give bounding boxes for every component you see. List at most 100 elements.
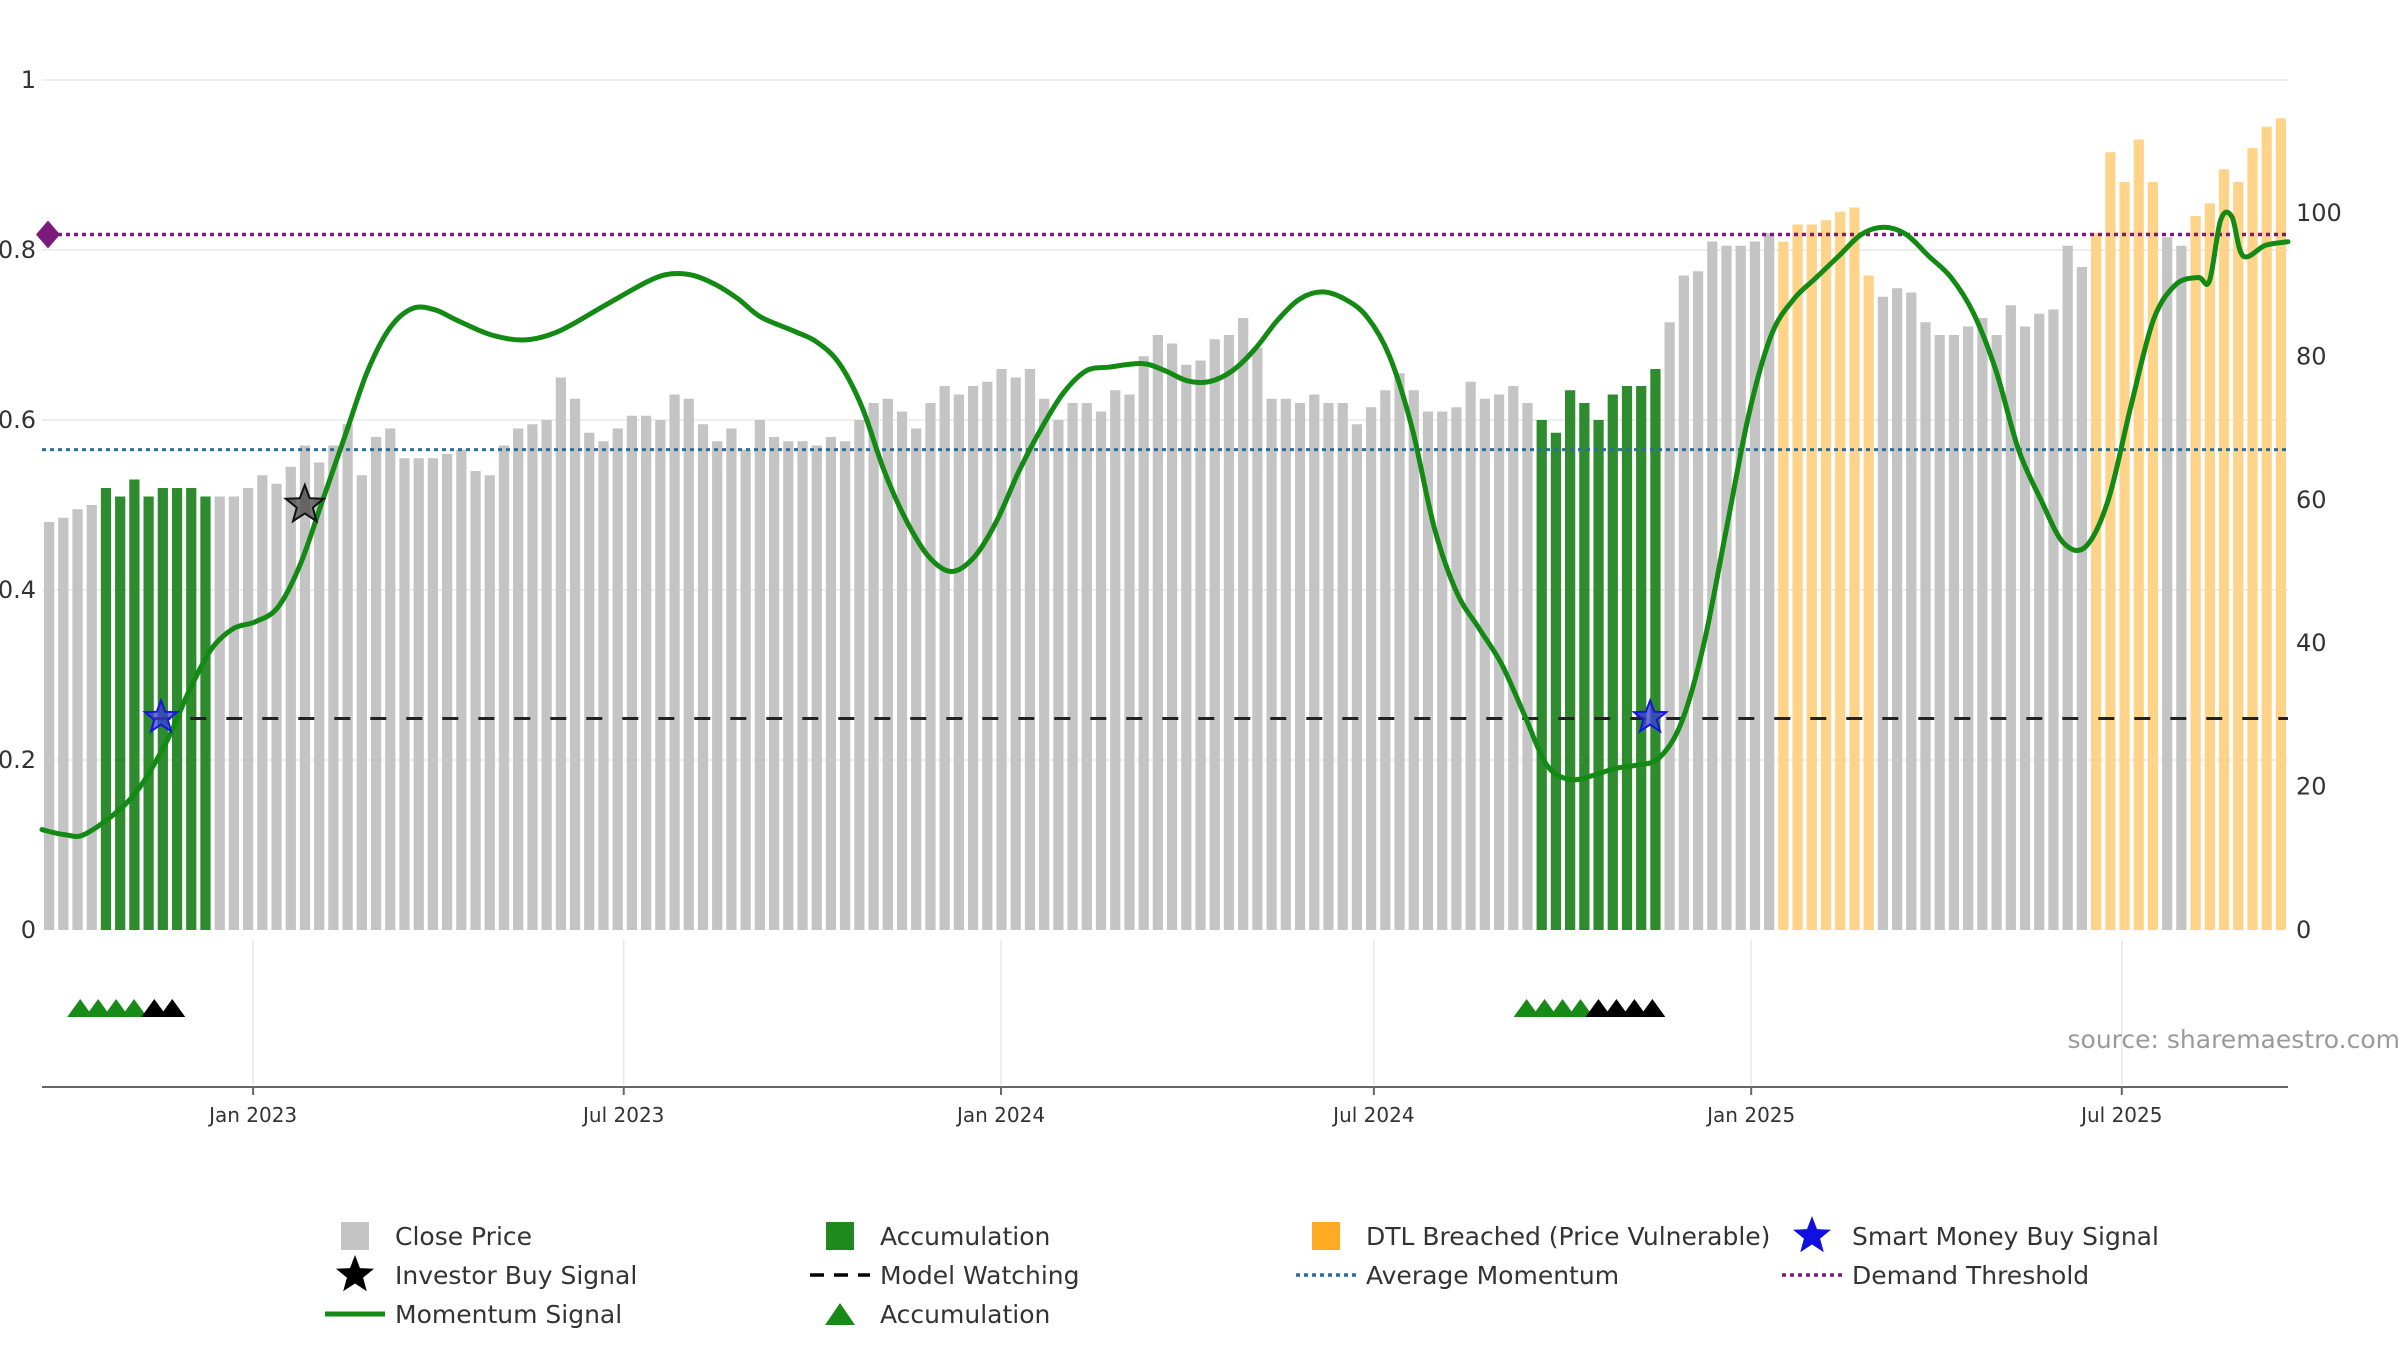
bar bbox=[1849, 207, 1860, 930]
bar bbox=[754, 420, 765, 930]
bar bbox=[2218, 169, 2230, 930]
right-tick-label: 40 bbox=[2296, 629, 2327, 657]
axes: Jan 2023 Jul 2023 Jan 2024 Jul 2024 Jan 2025… bbox=[0, 66, 2342, 1127]
bar bbox=[953, 394, 964, 930]
legend-label: Demand Threshold bbox=[1852, 1261, 2089, 1290]
legend: Close Price Accumulation DTL Breached (Pri… bbox=[325, 1216, 2159, 1329]
bar bbox=[1664, 322, 1675, 930]
accumulation-marker-dark bbox=[1621, 999, 1648, 1017]
bar bbox=[86, 505, 97, 930]
bar bbox=[1067, 403, 1078, 930]
bar bbox=[1252, 347, 1263, 930]
bar bbox=[314, 462, 325, 930]
bar bbox=[100, 488, 112, 930]
accumulation-marker bbox=[1549, 999, 1576, 1017]
bar bbox=[555, 377, 566, 930]
bar bbox=[996, 369, 1007, 930]
close-price-bars bbox=[43, 118, 2287, 930]
right-tick-label: 80 bbox=[2296, 342, 2327, 370]
bar bbox=[1081, 403, 1092, 930]
bar bbox=[1095, 411, 1107, 930]
bar bbox=[1593, 420, 1604, 930]
bar bbox=[2147, 182, 2159, 930]
bar bbox=[2247, 148, 2258, 930]
bar bbox=[1863, 275, 1874, 930]
bar bbox=[598, 441, 609, 930]
bar bbox=[228, 496, 240, 930]
bar bbox=[498, 445, 510, 930]
bar bbox=[2162, 237, 2173, 930]
bar bbox=[484, 475, 495, 930]
investor-buy-signal bbox=[283, 482, 327, 524]
accumulation-marker-dark bbox=[1639, 999, 1666, 1017]
bar bbox=[1764, 233, 1775, 930]
bar bbox=[171, 488, 183, 930]
bar bbox=[1692, 271, 1704, 930]
bar bbox=[1223, 335, 1235, 930]
x-tick-label: Jul 2023 bbox=[581, 1103, 664, 1127]
bar bbox=[1820, 220, 1832, 930]
bar bbox=[1479, 398, 1490, 930]
bar bbox=[1152, 335, 1164, 930]
bar bbox=[186, 488, 197, 930]
bar bbox=[1465, 381, 1476, 930]
legend-star-icon bbox=[1793, 1216, 1831, 1253]
legend-swatch bbox=[341, 1222, 369, 1250]
bar bbox=[271, 483, 282, 930]
left-tick-label: 1 bbox=[21, 66, 36, 94]
right-tick-label: 20 bbox=[2296, 773, 2327, 801]
bar bbox=[1621, 386, 1633, 930]
bar bbox=[1181, 364, 1192, 930]
bar bbox=[1309, 394, 1320, 930]
demand-threshold-marker bbox=[36, 220, 60, 249]
momentum-signal bbox=[39, 209, 2291, 840]
bar bbox=[1351, 424, 1363, 930]
bar bbox=[513, 428, 524, 930]
signal-markers bbox=[67, 482, 1670, 1017]
x-tick-label: Jul 2025 bbox=[2079, 1103, 2162, 1127]
bar bbox=[726, 428, 737, 930]
legend-label: Average Momentum bbox=[1366, 1261, 1619, 1290]
bar bbox=[1366, 407, 1377, 930]
bar bbox=[2105, 152, 2116, 930]
bar bbox=[1394, 373, 1405, 930]
bar bbox=[1721, 245, 1732, 930]
bar bbox=[399, 458, 410, 930]
bar bbox=[2019, 326, 2031, 930]
bar bbox=[896, 411, 908, 930]
bar bbox=[2176, 245, 2187, 930]
bar bbox=[669, 394, 680, 930]
bar bbox=[1749, 241, 1761, 930]
accumulation-marker-dark bbox=[1603, 999, 1630, 1017]
bar bbox=[541, 420, 552, 930]
bar bbox=[697, 424, 709, 930]
bar bbox=[1565, 390, 1576, 930]
bar bbox=[1735, 245, 1746, 930]
bar bbox=[1650, 369, 1661, 930]
bar bbox=[2204, 203, 2215, 930]
smart-money-buy-signal bbox=[142, 697, 180, 734]
bar bbox=[1024, 369, 1036, 930]
right-tick-label: 0 bbox=[2296, 916, 2311, 944]
accumulation-marker bbox=[1567, 999, 1594, 1017]
bar bbox=[58, 517, 69, 930]
bar bbox=[1906, 292, 1917, 930]
bar bbox=[854, 420, 865, 930]
left-tick-label: 0.6 bbox=[0, 406, 36, 434]
bar bbox=[811, 445, 822, 930]
bar bbox=[1280, 398, 1291, 930]
bar bbox=[1422, 411, 1434, 930]
bar bbox=[840, 441, 851, 930]
bar bbox=[641, 415, 652, 930]
bar bbox=[1437, 411, 1448, 930]
bar bbox=[1238, 318, 1249, 930]
bar bbox=[72, 509, 83, 930]
left-tick-label: 0 bbox=[21, 916, 36, 944]
bar bbox=[925, 403, 936, 930]
bar bbox=[385, 428, 396, 930]
bar bbox=[2233, 182, 2244, 930]
accumulation-marker bbox=[121, 999, 148, 1017]
bar bbox=[868, 403, 879, 930]
bar bbox=[1522, 403, 1533, 930]
bar bbox=[1636, 386, 1647, 930]
